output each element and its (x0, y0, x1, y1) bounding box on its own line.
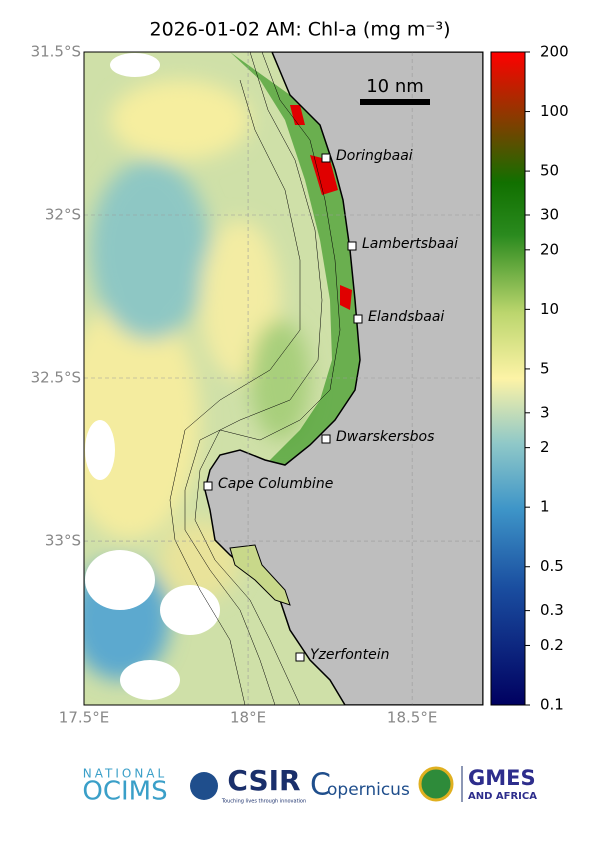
colorbar (490, 51, 526, 706)
colorbar-label: 100 (540, 102, 569, 120)
map-frame (83, 51, 484, 706)
place-marker (295, 652, 305, 662)
lat-label: 33°S (45, 532, 81, 550)
colorbar-label: 0.1 (540, 696, 564, 714)
colorbar-label: 3 (540, 403, 550, 421)
place-marker (347, 241, 357, 251)
colorbar-label: 10 (540, 300, 559, 318)
place-marker (321, 153, 331, 163)
colorbar-label: 1 (540, 498, 550, 516)
map-title: 2026-01-02 AM: Chl-a (mg m⁻³) (149, 19, 450, 41)
colorbar-label: 2 (540, 438, 550, 456)
contours (169, 52, 341, 705)
place-label: Elandsbaai (368, 309, 444, 325)
place-label: Cape Columbine (218, 476, 333, 492)
logo-icon (418, 766, 454, 802)
high-chl (290, 105, 352, 310)
lon-label: 17.5°E (59, 709, 109, 727)
lat-label: 32°S (45, 206, 81, 224)
logo-text: GMES (468, 766, 536, 790)
place-label: Doringbaai (336, 148, 413, 164)
lat-label: 32.5°S (31, 369, 81, 387)
place-label: Dwarskersbos (336, 429, 434, 445)
lon-label: 18°E (230, 709, 266, 727)
lat-label: 31.5°S (31, 43, 81, 61)
lon-label: 18.5°E (387, 709, 437, 727)
colorbar-label: 0.2 (540, 636, 564, 654)
saldanha (229, 544, 291, 606)
logo-icon (190, 772, 218, 800)
logos: NATIONAL OCIMS CSIR Touching lives throu… (82, 764, 537, 807)
colorbar-label: 30 (540, 205, 559, 223)
chl-field (84, 80, 310, 680)
places: Doringbaai Lambertsbaai Elandsbaai Dwarsker… (203, 148, 458, 663)
place-marker (321, 434, 331, 444)
colorbar-label: 200 (540, 43, 569, 61)
place-marker (203, 481, 213, 491)
colorbar-label: 50 (540, 162, 559, 180)
logo-text: OCIMS (82, 777, 167, 807)
scale-label: 10 nm (366, 76, 424, 97)
place-marker (353, 314, 363, 324)
grid (84, 52, 483, 705)
colorbar-label: 20 (540, 240, 559, 258)
colorbar-label: 0.5 (540, 557, 564, 575)
place-label: Lambertsbaai (362, 236, 458, 252)
logo-text: AND AFRICA (468, 791, 537, 802)
logo-text: CSIR (227, 764, 300, 797)
colorbar-label: 5 (540, 359, 550, 377)
logo-text: opernicus (327, 780, 410, 800)
logo-text: Touching lives through innovation (221, 799, 306, 805)
map-area: 10 nm Doringbaai Lambertsbaai Elandsbaai Dw… (84, 52, 483, 705)
logo-icon: C (310, 768, 331, 803)
place-label: Yzerfontein (310, 647, 390, 663)
clouds (85, 53, 220, 700)
logo-text: NATIONAL (83, 767, 167, 781)
colorbar-label: 0.3 (540, 601, 564, 619)
